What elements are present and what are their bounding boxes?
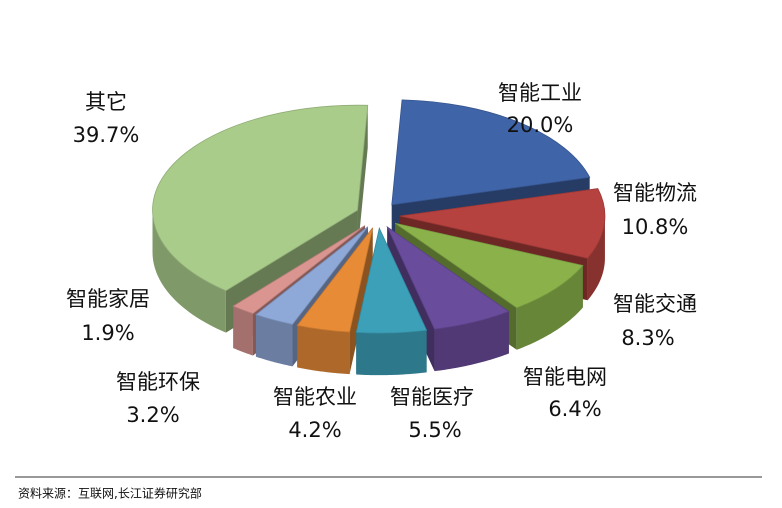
slice-outer-wall (587, 215, 605, 301)
pie-slice (355, 226, 428, 376)
value-label: 39.7% (73, 123, 140, 147)
value-label: 6.4% (548, 397, 601, 421)
pie-slice (296, 227, 374, 375)
value-label: 10.8% (622, 215, 689, 239)
category-label: 智能环保 (116, 370, 200, 394)
slice-top (394, 222, 584, 309)
slice-top (399, 188, 606, 259)
slice-outer-wall (297, 325, 350, 375)
slice-outer-wall (516, 265, 583, 350)
source-note: 资料来源：互联网,长江证券研究部 (18, 486, 202, 501)
slice-top (391, 99, 591, 206)
category-label: 智能工业 (498, 81, 582, 105)
slice-top (255, 226, 369, 325)
category-label: 智能交通 (613, 292, 697, 316)
slice-side-wall (357, 105, 368, 253)
category-label: 智能物流 (613, 181, 697, 205)
category-label: 智能电网 (523, 365, 607, 389)
slice-top (296, 227, 374, 333)
category-label: 智能家居 (66, 287, 150, 311)
slice-outer-wall (356, 330, 427, 376)
slice-top (152, 104, 369, 292)
category-label: 其它 (85, 90, 127, 114)
value-label: 8.3% (621, 326, 674, 350)
slice-top (232, 225, 366, 315)
slice-top (355, 226, 428, 334)
value-label: 5.5% (408, 418, 461, 442)
slice-outer-wall (152, 210, 226, 333)
slice-outer-wall (255, 314, 293, 367)
slice-outer-wall (233, 306, 253, 356)
slice-top (386, 225, 510, 330)
category-label: 智能农业 (273, 385, 357, 409)
value-label: 3.2% (126, 403, 179, 427)
value-label: 20.0% (507, 113, 574, 137)
value-label: 4.2% (288, 418, 341, 442)
value-label: 1.9% (81, 321, 134, 345)
category-label: 智能医疗 (390, 385, 474, 409)
